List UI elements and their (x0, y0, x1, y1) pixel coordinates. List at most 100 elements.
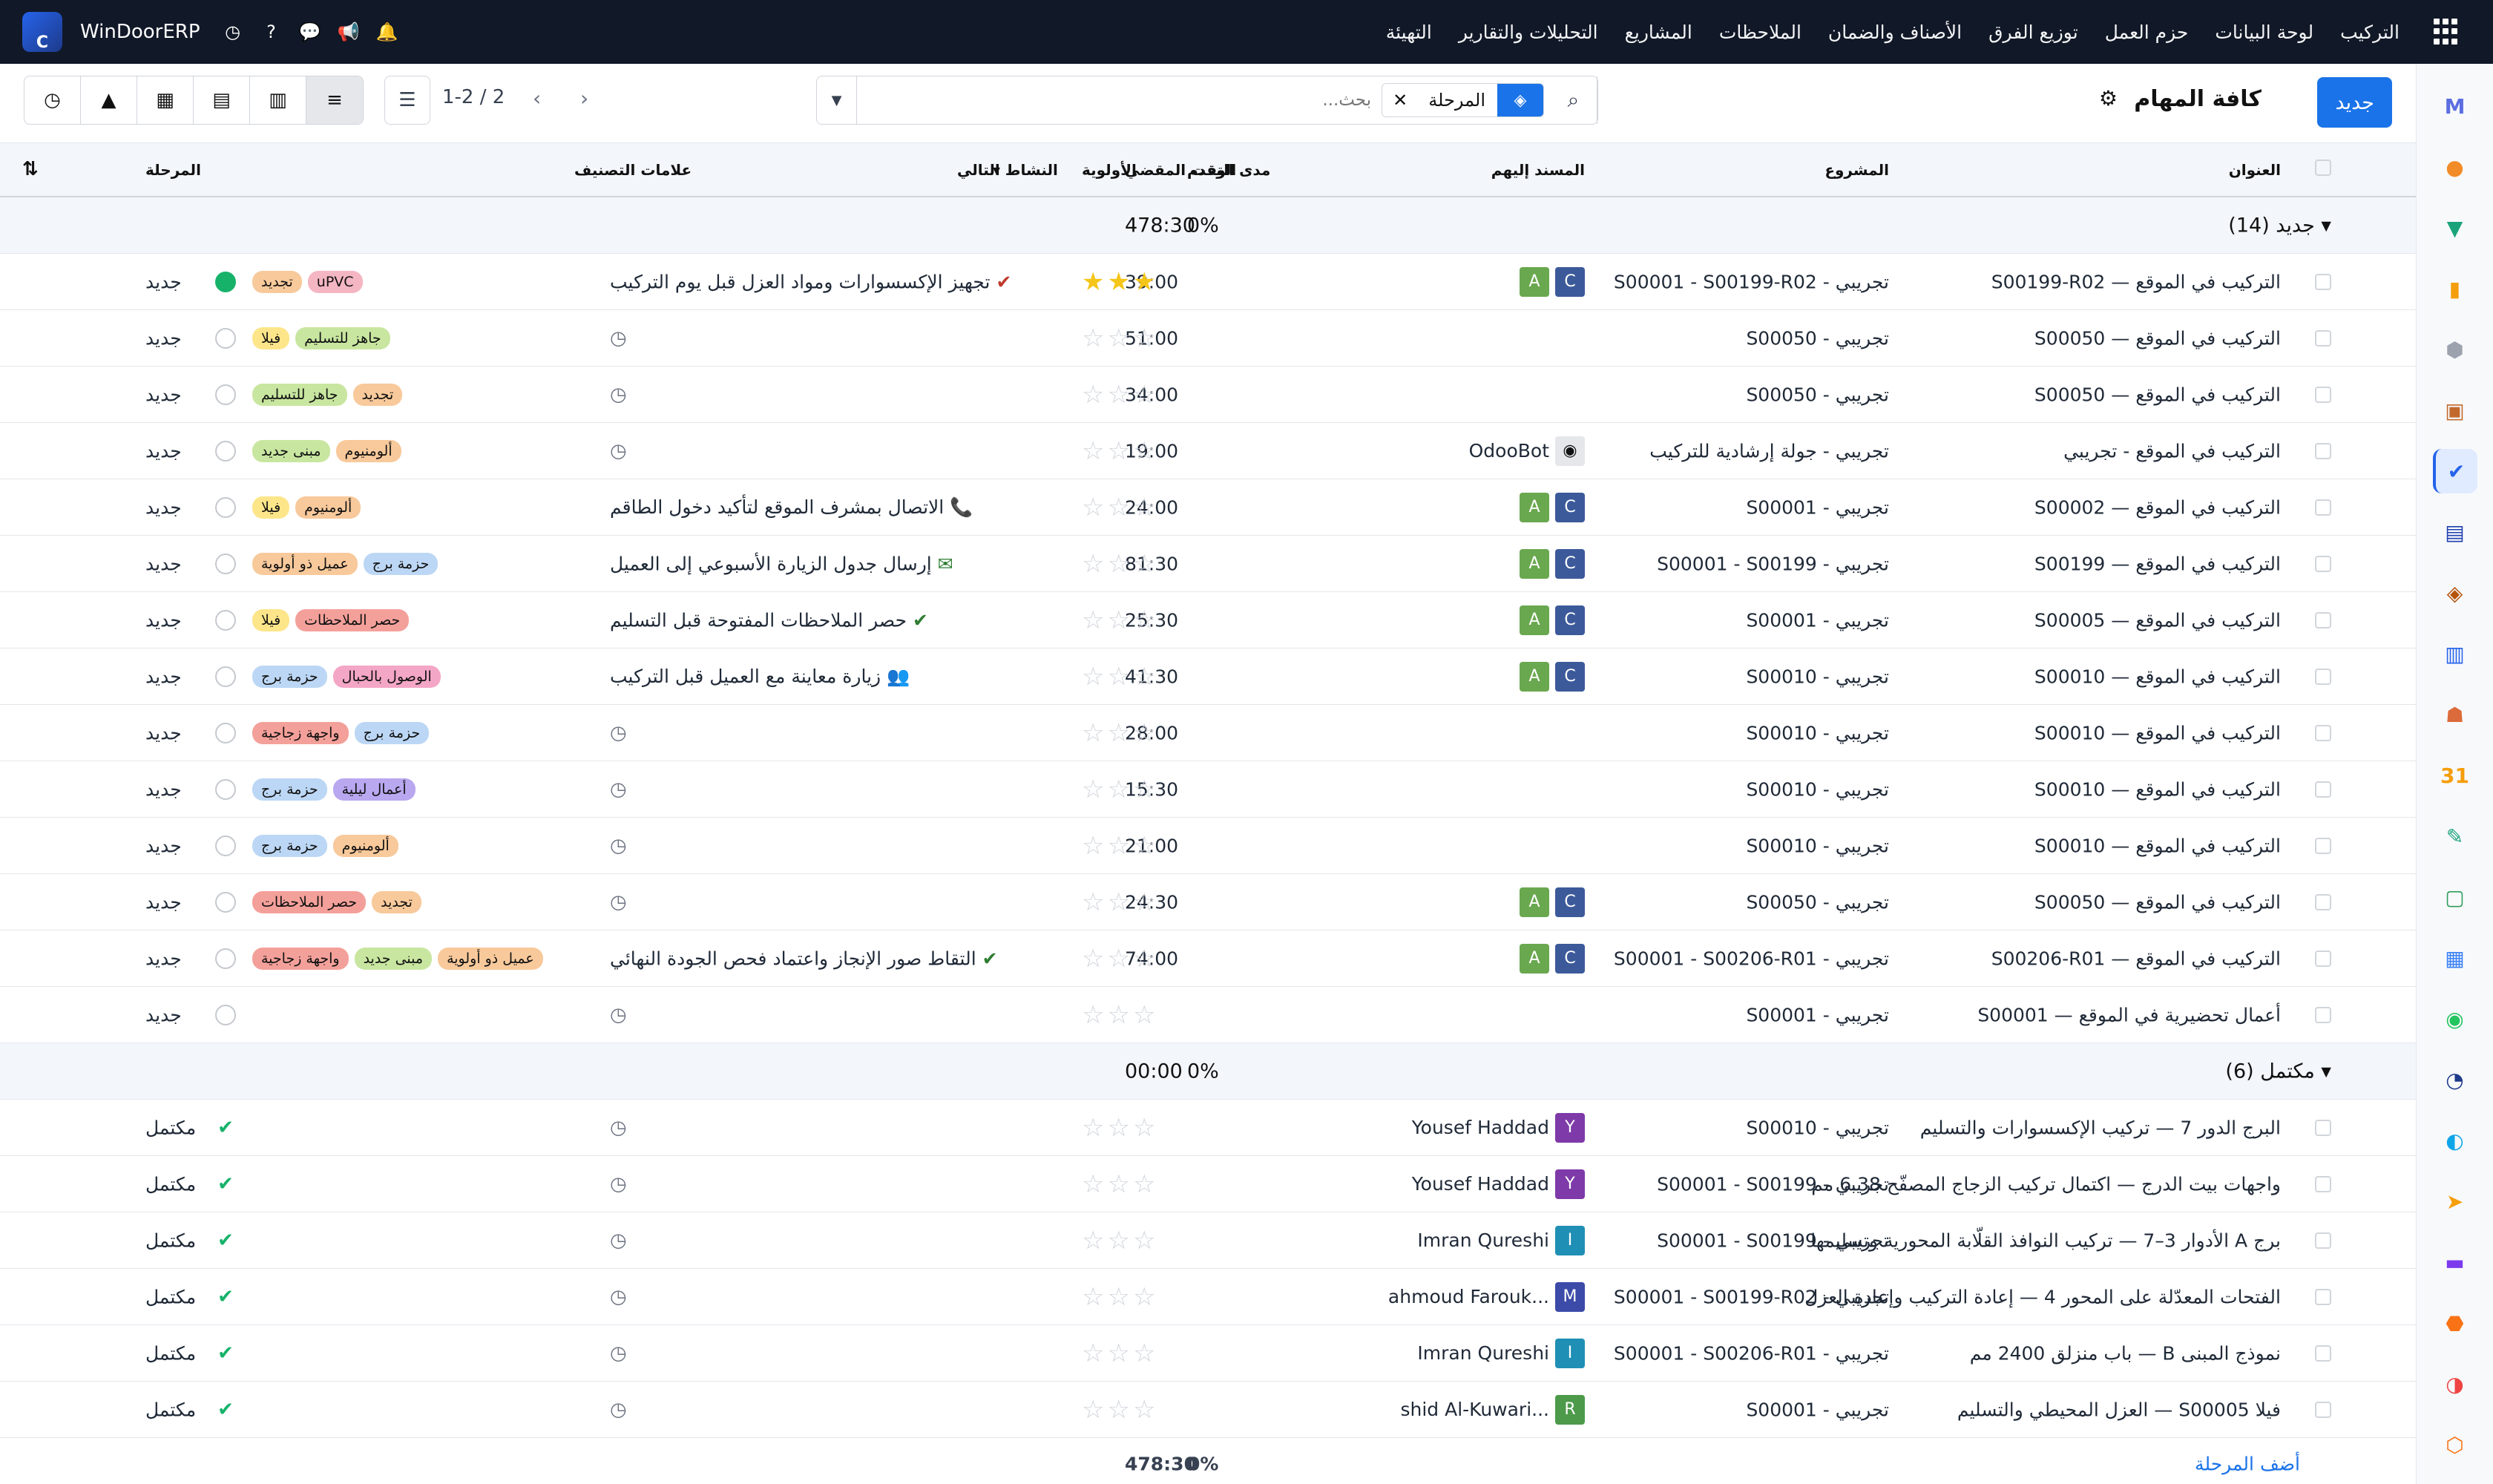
contact-icon[interactable]: ▢ (2445, 884, 2465, 910)
state-circle[interactable] (215, 1004, 236, 1025)
pager-value[interactable]: 1-2 / 2 (442, 86, 505, 108)
grid-icon[interactable]: ▦ (2445, 945, 2465, 971)
table-row[interactable]: التركيب في الموقع — S00199-R02 تجريبي - S… (0, 254, 2416, 310)
priority-stars[interactable]: ☆☆☆ (1082, 492, 1159, 522)
task-project[interactable]: تجريبي - S00010 (1746, 722, 1889, 743)
discuss-icon[interactable]: 💬 (298, 22, 321, 42)
triangle-icon[interactable]: ▼ (2446, 215, 2463, 240)
table-row[interactable]: فيلا S00005 — العزل المحيطي والتسليم تجري… (0, 1382, 2416, 1438)
company-logo[interactable]: C (22, 12, 62, 52)
task-project[interactable]: تجريبي - S00010 (1746, 666, 1889, 687)
clock-icon[interactable]: ◷ (610, 1398, 627, 1421)
task-title[interactable]: التركيب في الموقع — S00010 (2034, 722, 2281, 743)
menu-item[interactable]: التهيئة (1385, 21, 1432, 43)
state-done-icon[interactable]: ✔ (215, 1286, 236, 1308)
table-row[interactable]: الفتحات المعدّلة على المحور 4 — إعادة ال… (0, 1269, 2416, 1325)
priority-stars[interactable]: ☆☆☆ (1082, 1169, 1159, 1199)
menu-item[interactable]: المشاريع (1624, 21, 1692, 43)
state-done-icon[interactable]: ✔ (215, 1229, 236, 1252)
add-stage-link[interactable]: أضف المرحلة (2195, 1453, 2300, 1475)
row-checkbox[interactable] (2315, 668, 2331, 685)
chat-bubble-icon[interactable]: ● (2446, 154, 2464, 180)
activity-type-icon[interactable]: ✔ (913, 609, 928, 631)
column-header-project[interactable]: المشروع (1824, 161, 1889, 179)
book-icon[interactable]: ▤ (2445, 519, 2465, 545)
pie-icon[interactable]: ◑ (2446, 1371, 2464, 1396)
table-row[interactable]: التركيب في الموقع — S00010 تجريبي - S0001… (0, 818, 2416, 874)
row-checkbox[interactable] (2315, 724, 2331, 741)
priority-stars[interactable]: ☆☆☆ (1082, 999, 1159, 1030)
state-done-icon[interactable]: ✔ (215, 1173, 236, 1195)
table-row[interactable]: برج A الأدوار 3–7 — تركيب النوافذ القلّا… (0, 1212, 2416, 1269)
row-checkbox[interactable] (2315, 950, 2331, 967)
next-activity[interactable]: ✔ التقاط صور الإنجاز واعتماد فحص الجودة ا… (610, 948, 998, 969)
task-project[interactable]: تجريبي - S00001 (1746, 1004, 1889, 1025)
activity-type-icon[interactable]: ✉ (937, 553, 953, 574)
select-all-checkbox[interactable] (2315, 160, 2331, 176)
state-circle[interactable] (215, 271, 236, 292)
task-title[interactable]: التركيب في الموقع — S00199 (2034, 553, 2281, 574)
next-activity[interactable]: 👥 زيارة معاينة مع العميل قبل التركيب (610, 666, 910, 688)
row-checkbox[interactable] (2315, 1401, 2331, 1418)
priority-stars[interactable]: ☆☆☆ (1082, 1281, 1159, 1312)
row-checkbox[interactable] (2315, 1175, 2331, 1192)
table-row[interactable]: التركيب في الموقع — S00010 تجريبي - S0001… (0, 649, 2416, 705)
bar-chart-icon[interactable]: ▮ (2448, 276, 2461, 301)
task-title[interactable]: واجهات بيت الدرج — اكتمال تركيب الزجاج ا… (1811, 1173, 2281, 1195)
task-title[interactable]: التركيب في الموقع — S00050 (2034, 327, 2281, 349)
menu-item[interactable]: توزيع الفرق (1988, 21, 2078, 43)
task-project[interactable]: تجريبي - S00001 - S00199 (1657, 553, 1889, 574)
state-done-icon[interactable]: ✔ (215, 1117, 236, 1139)
next-activity[interactable]: ◷ (610, 722, 627, 744)
priority-stars[interactable]: ☆☆☆ (1082, 1225, 1159, 1255)
stage-facet[interactable]: ◈ المرحلة ✕ (1382, 83, 1544, 117)
table-row[interactable]: التركيب في الموقع — S00206-R01 تجريبي - S… (0, 930, 2416, 987)
next-activity[interactable]: ◷ (610, 1173, 627, 1195)
task-title[interactable]: الفتحات المعدّلة على المحور 4 — إعادة ال… (1804, 1286, 2281, 1307)
state-done-icon[interactable]: ✔ (215, 1399, 236, 1421)
state-circle[interactable] (215, 835, 236, 856)
table-row[interactable]: التركيب في الموقع — S00199 تجريبي - S0000… (0, 536, 2416, 592)
priority-stars[interactable]: ☆☆☆ (1082, 661, 1159, 692)
wave-icon[interactable]: ◐ (2446, 1128, 2464, 1153)
clock-icon[interactable]: ◷ (610, 1342, 627, 1365)
clock-icon[interactable]: ◷ (610, 1229, 627, 1252)
table-row[interactable]: التركيب في الموقع — S00050 تجريبي - S0005… (0, 874, 2416, 930)
task-assignees[interactable]: OdooBot ◉ (1469, 436, 1585, 466)
task-project[interactable]: تجريبي - S00050 (1746, 327, 1889, 349)
table-row[interactable]: التركيب في الموقع — S00002 تجريبي - S0000… (0, 479, 2416, 536)
row-checkbox[interactable] (2315, 499, 2331, 516)
task-project[interactable]: تجريبي - S00001 - S00199-R02 (1613, 271, 1889, 292)
hex-outline-icon[interactable]: ⬡ (2446, 1432, 2464, 1457)
task-assignees[interactable]: Yousef Haddad Y (1412, 1112, 1585, 1143)
task-project[interactable]: تجريبي - جولة إرشادية للتركيب (1649, 440, 1889, 462)
next-activity[interactable]: ✔ تجهيز الإكسسوارات ومواد العزل قبل يوم ا… (610, 271, 1011, 292)
whatsapp-icon[interactable]: ◉ (2446, 1006, 2464, 1031)
priority-stars[interactable]: ☆☆☆ (1082, 548, 1159, 579)
optional-columns-icon[interactable]: ⇅ (22, 158, 39, 180)
priority-stars[interactable]: ☆☆☆ (1082, 887, 1159, 917)
menu-item[interactable]: حزم العمل (2104, 21, 2189, 43)
megaphone-icon[interactable]: 📢 (337, 22, 360, 42)
activity-view-icon[interactable]: ◷ (24, 76, 81, 124)
pager-next-icon[interactable]: › (533, 86, 542, 111)
row-checkbox[interactable] (2315, 1288, 2331, 1305)
task-assignees[interactable]: ahmoud Farouk... M (1388, 1281, 1585, 1312)
activity-type-icon[interactable]: 📞 (950, 496, 973, 518)
task-title[interactable]: التركيب في الموقع — S00050 (2034, 384, 2281, 405)
next-activity[interactable]: ◷ (610, 1399, 627, 1421)
state-circle[interactable] (215, 553, 236, 574)
graph-view-icon[interactable]: ▲ (81, 76, 137, 124)
row-checkbox[interactable] (2315, 1006, 2331, 1023)
state-circle[interactable] (215, 496, 236, 518)
row-checkbox[interactable] (2315, 555, 2331, 572)
new-button[interactable]: جديد (2317, 77, 2392, 128)
task-project[interactable]: تجريبي - S00001 - S00199-R02 (1613, 1286, 1889, 1307)
priority-stars[interactable]: ☆☆☆ (1082, 379, 1159, 410)
priority-stars[interactable]: ☆☆☆ (1082, 943, 1159, 974)
row-checkbox[interactable] (2315, 781, 2331, 798)
